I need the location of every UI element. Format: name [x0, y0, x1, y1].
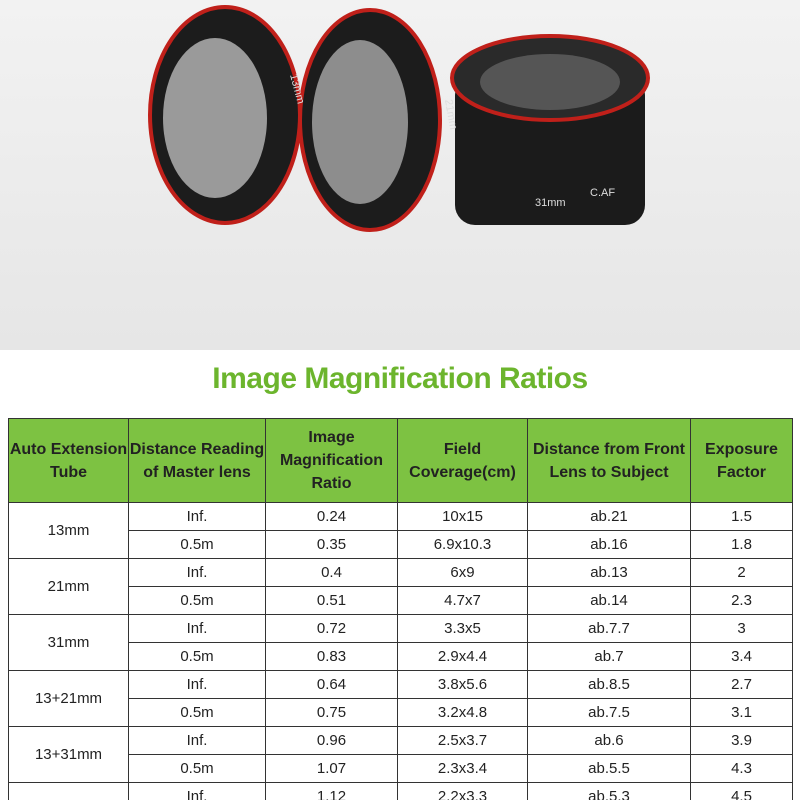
table-cell: ab.21	[527, 502, 691, 531]
table-cell: Inf.	[128, 502, 266, 531]
table-row: 31mm Inf. 0.72 3.3x5 ab.7.7 3	[8, 614, 793, 671]
table-cell: 0.64	[265, 670, 398, 699]
tube-cell	[8, 782, 129, 800]
table-cell: 2.9x4.4	[397, 642, 528, 671]
table-cell: 0.24	[265, 502, 398, 531]
table-cell: 4.7x7	[397, 586, 528, 615]
header-cell: Exposure Factor	[690, 418, 793, 503]
table-cell: 0.75	[265, 698, 398, 727]
table-cell: ab.13	[527, 558, 691, 587]
tube-cell: 13+21mm	[8, 670, 129, 727]
table-cell: 2.2x3.3	[397, 782, 528, 800]
table-row: 0.5m 0.83 2.9x4.4 ab.7 3.4	[9, 642, 793, 671]
title: Image Magnification Ratios	[212, 362, 588, 395]
table-cell: 10x15	[397, 502, 528, 531]
header-cell: Distance Reading of Master lens	[128, 418, 266, 503]
tube-cell: 13mm	[8, 502, 129, 559]
header-cell: Auto Extension Tube	[8, 418, 129, 503]
table-cell: 0.5m	[128, 530, 266, 559]
table-row: 13+21mm Inf. 0.64 3.8x5.6 ab.8.5 2.7	[8, 670, 793, 727]
table-cell: Inf.	[128, 558, 266, 587]
table-cell: ab.14	[527, 586, 691, 615]
table-cell: 3.2x4.8	[397, 698, 528, 727]
table-row: 21mm Inf. 0.4 6x9 ab.13 2	[8, 558, 793, 615]
table-cell: 1.12	[265, 782, 398, 800]
table-cell: 2.5x3.7	[397, 726, 528, 755]
tube-cell: 13+31mm	[8, 726, 129, 783]
table-cell: 3.9	[690, 726, 793, 755]
table-cell: ab.7.5	[527, 698, 691, 727]
table-cell: 6.9x10.3	[397, 530, 528, 559]
table-cell: 4.3	[690, 754, 793, 783]
table-cell: 3.8x5.6	[397, 670, 528, 699]
header-cell: Distance from Front Lens to Subject	[527, 418, 691, 503]
header-row: Auto Extension Tube Distance Reading of M…	[8, 418, 793, 503]
lens-label: 31mm	[535, 197, 566, 209]
table-cell: 0.5m	[128, 698, 266, 727]
table-cell: 0.35	[265, 530, 398, 559]
table-cell: 3.3x5	[397, 614, 528, 643]
table-cell: 4.5	[690, 782, 793, 800]
table-cell: 0.51	[265, 586, 398, 615]
table-cell: ab.8.5	[527, 670, 691, 699]
table-cell: ab.5.5	[527, 754, 691, 783]
table-cell: 0.83	[265, 642, 398, 671]
table-cell: Inf.	[128, 670, 266, 699]
table-cell: 0.5m	[128, 586, 266, 615]
tube-31: 31mm C.AF	[450, 34, 650, 225]
tube-cell: 31mm	[8, 614, 129, 671]
table-cell: 0.72	[265, 614, 398, 643]
lens-label: 21mm	[442, 98, 459, 130]
ratio-table: Auto Extension Tube Distance Reading of M…	[8, 418, 793, 800]
table-cell: 1.5	[690, 502, 793, 531]
table-cell: ab.16	[527, 530, 691, 559]
table-cell: 1.07	[265, 754, 398, 783]
table-cell: ab.6	[527, 726, 691, 755]
table-cell: ab.5.3	[527, 782, 691, 800]
table-cell: ab.7.7	[527, 614, 691, 643]
table-row: 13mm Inf. 0.24 10x15 ab.21 1.5	[8, 502, 793, 559]
table-cell: 3	[690, 614, 793, 643]
table-cell: 6x9	[397, 558, 528, 587]
table-row: 0.5m 0.75 3.2x4.8 ab.7.5 3.1	[9, 698, 793, 727]
table-cell: 2.3	[690, 586, 793, 615]
tube-21: 21mm	[298, 8, 459, 232]
lens-label: C.AF	[590, 187, 615, 199]
header-cell: Field Coverage(cm)	[397, 418, 528, 503]
table-cell: ab.7	[527, 642, 691, 671]
tube-13: 13mm	[148, 5, 307, 225]
table-cell: Inf.	[128, 726, 266, 755]
table-cell: 2	[690, 558, 793, 587]
header-cell: Image Magnification Ratio	[265, 418, 398, 503]
table-row: 13+31mm Inf. 0.96 2.5x3.7 ab.6 3.9	[8, 726, 793, 783]
table-cell: 3.4	[690, 642, 793, 671]
table-cell: 3.1	[690, 698, 793, 727]
table-cell: Inf.	[128, 782, 266, 800]
table-cell: 0.96	[265, 726, 398, 755]
table-cell: Inf.	[128, 614, 266, 643]
tube-cell: 21mm	[8, 558, 129, 615]
product-photo: 31mm C.AF 21mm 13mm	[0, 0, 800, 350]
table-cell: 0.4	[265, 558, 398, 587]
table-cell: 1.8	[690, 530, 793, 559]
table-row: Inf. 1.12 2.2x3.3 ab.5.3 4.5	[8, 782, 793, 800]
table-cell: 0.5m	[128, 642, 266, 671]
table-cell: 2.3x3.4	[397, 754, 528, 783]
table-cell: 2.7	[690, 670, 793, 699]
table-cell: 0.5m	[128, 754, 266, 783]
